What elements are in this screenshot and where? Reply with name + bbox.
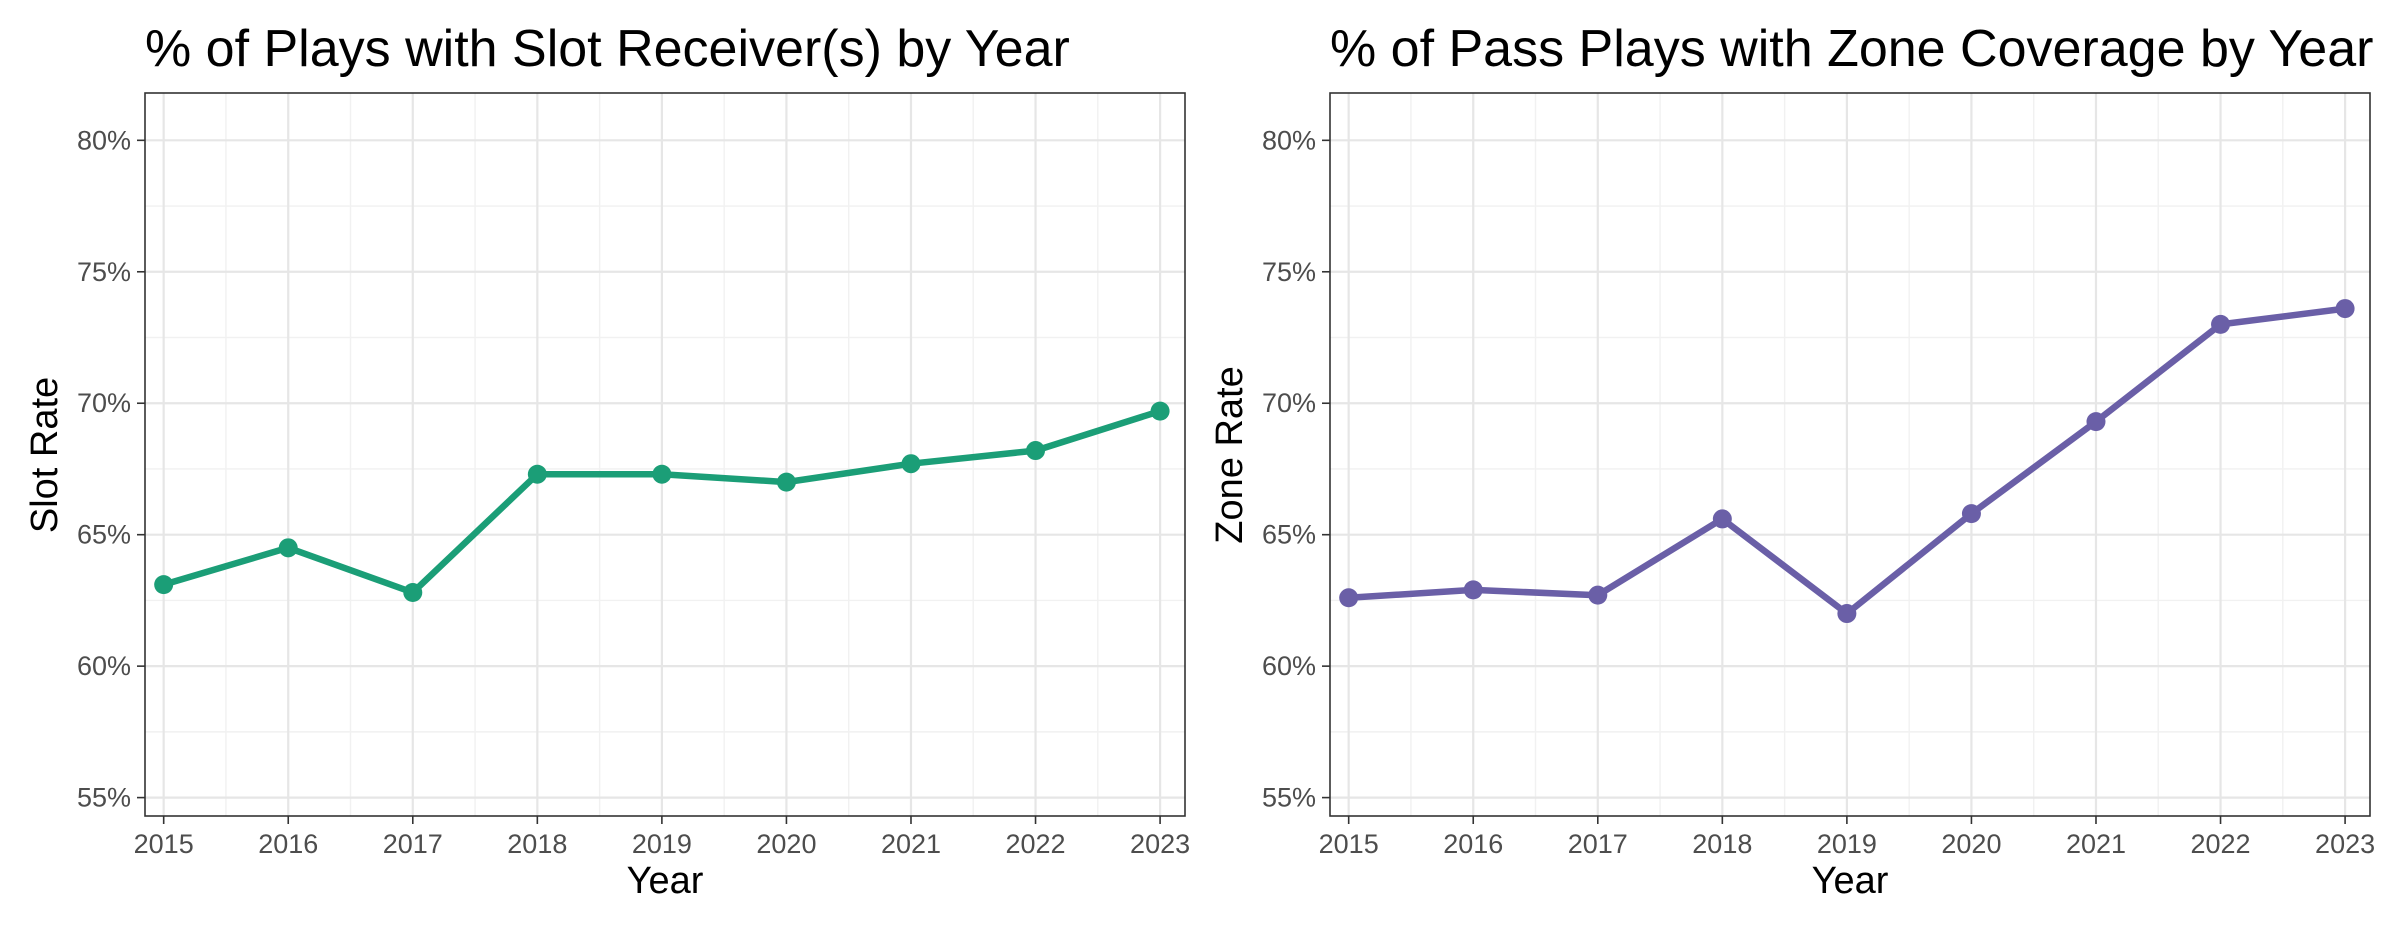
y-axis-title: Slot Rate bbox=[24, 377, 66, 533]
series bbox=[154, 401, 1170, 603]
grid bbox=[145, 93, 1185, 816]
x-tick-label: 2017 bbox=[1568, 829, 1628, 859]
data-point bbox=[1463, 580, 1483, 600]
data-point bbox=[154, 575, 174, 595]
y-tick-label: 75% bbox=[1262, 257, 1316, 287]
x-axis-title: Year bbox=[627, 860, 704, 902]
x-tick-label: 2015 bbox=[134, 829, 194, 859]
series bbox=[1339, 299, 2355, 624]
data-point bbox=[1026, 441, 1046, 461]
data-point bbox=[278, 538, 298, 558]
y-tick-label: 55% bbox=[77, 783, 131, 813]
y-tick-label: 70% bbox=[77, 388, 131, 418]
y-tick-label: 80% bbox=[1262, 125, 1316, 155]
y-tick-label: 70% bbox=[1262, 388, 1316, 418]
x-axis-title: Year bbox=[1812, 860, 1889, 902]
data-point bbox=[1588, 585, 1608, 605]
chart-title: % of Pass Plays with Zone Coverage by Ye… bbox=[1330, 20, 2373, 78]
chart-title: % of Plays with Slot Receiver(s) by Year bbox=[145, 20, 1070, 78]
x-tick-label: 2019 bbox=[632, 829, 692, 859]
x-tick-label: 2021 bbox=[2066, 829, 2126, 859]
x-tick-label: 2018 bbox=[507, 829, 567, 859]
x-tick-label: 2022 bbox=[2190, 829, 2250, 859]
plot-border bbox=[1329, 92, 2371, 817]
x-tick-label: 2020 bbox=[1941, 829, 2001, 859]
y-axis-title: Zone Rate bbox=[1209, 366, 1251, 543]
x-tick-label: 2016 bbox=[258, 829, 318, 859]
data-point bbox=[1150, 401, 1170, 421]
x-tick-label: 2016 bbox=[1443, 829, 1503, 859]
y-tick-label: 80% bbox=[77, 125, 131, 155]
slot-rate-chart: % of Plays with Slot Receiver(s) by Year… bbox=[24, 20, 1190, 902]
y-tick-label: 65% bbox=[77, 520, 131, 550]
y-tick-label: 75% bbox=[77, 257, 131, 287]
x-tick-label: 2023 bbox=[2315, 829, 2375, 859]
y-tick-label: 65% bbox=[1262, 520, 1316, 550]
data-point bbox=[2211, 314, 2231, 334]
data-point bbox=[2086, 412, 2106, 432]
data-point bbox=[776, 472, 796, 492]
x-tick-label: 2015 bbox=[1319, 829, 1379, 859]
x-tick-label: 2022 bbox=[1005, 829, 1065, 859]
x-tick-label: 2017 bbox=[383, 829, 443, 859]
axes: 55% 60% 65% 70% 75% 80% 2015 2016 2017 2018 2019 20… bbox=[1262, 125, 2375, 859]
y-tick-label: 55% bbox=[1262, 783, 1316, 813]
data-point bbox=[1961, 504, 1981, 524]
data-point bbox=[1339, 588, 1359, 608]
data-point bbox=[652, 464, 672, 484]
y-tick-label: 60% bbox=[1262, 651, 1316, 681]
data-point bbox=[1712, 509, 1732, 529]
data-point bbox=[901, 454, 921, 474]
plot-border bbox=[144, 92, 1186, 817]
x-tick-label: 2019 bbox=[1817, 829, 1877, 859]
x-tick-label: 2018 bbox=[1692, 829, 1752, 859]
y-tick-label: 60% bbox=[77, 651, 131, 681]
data-point bbox=[1837, 604, 1857, 624]
axes: 55% 60% 65% 70% 75% 80% 2015 2016 2017 2018 2019 20… bbox=[77, 125, 1190, 859]
x-tick-label: 2020 bbox=[756, 829, 816, 859]
data-point bbox=[403, 583, 423, 603]
x-tick-label: 2023 bbox=[1130, 829, 1190, 859]
grid bbox=[1330, 93, 2370, 816]
data-point bbox=[2335, 299, 2355, 319]
data-point bbox=[527, 464, 547, 484]
x-tick-label: 2021 bbox=[881, 829, 941, 859]
zone-rate-chart: % of Pass Plays with Zone Coverage by Ye… bbox=[1209, 20, 2375, 902]
